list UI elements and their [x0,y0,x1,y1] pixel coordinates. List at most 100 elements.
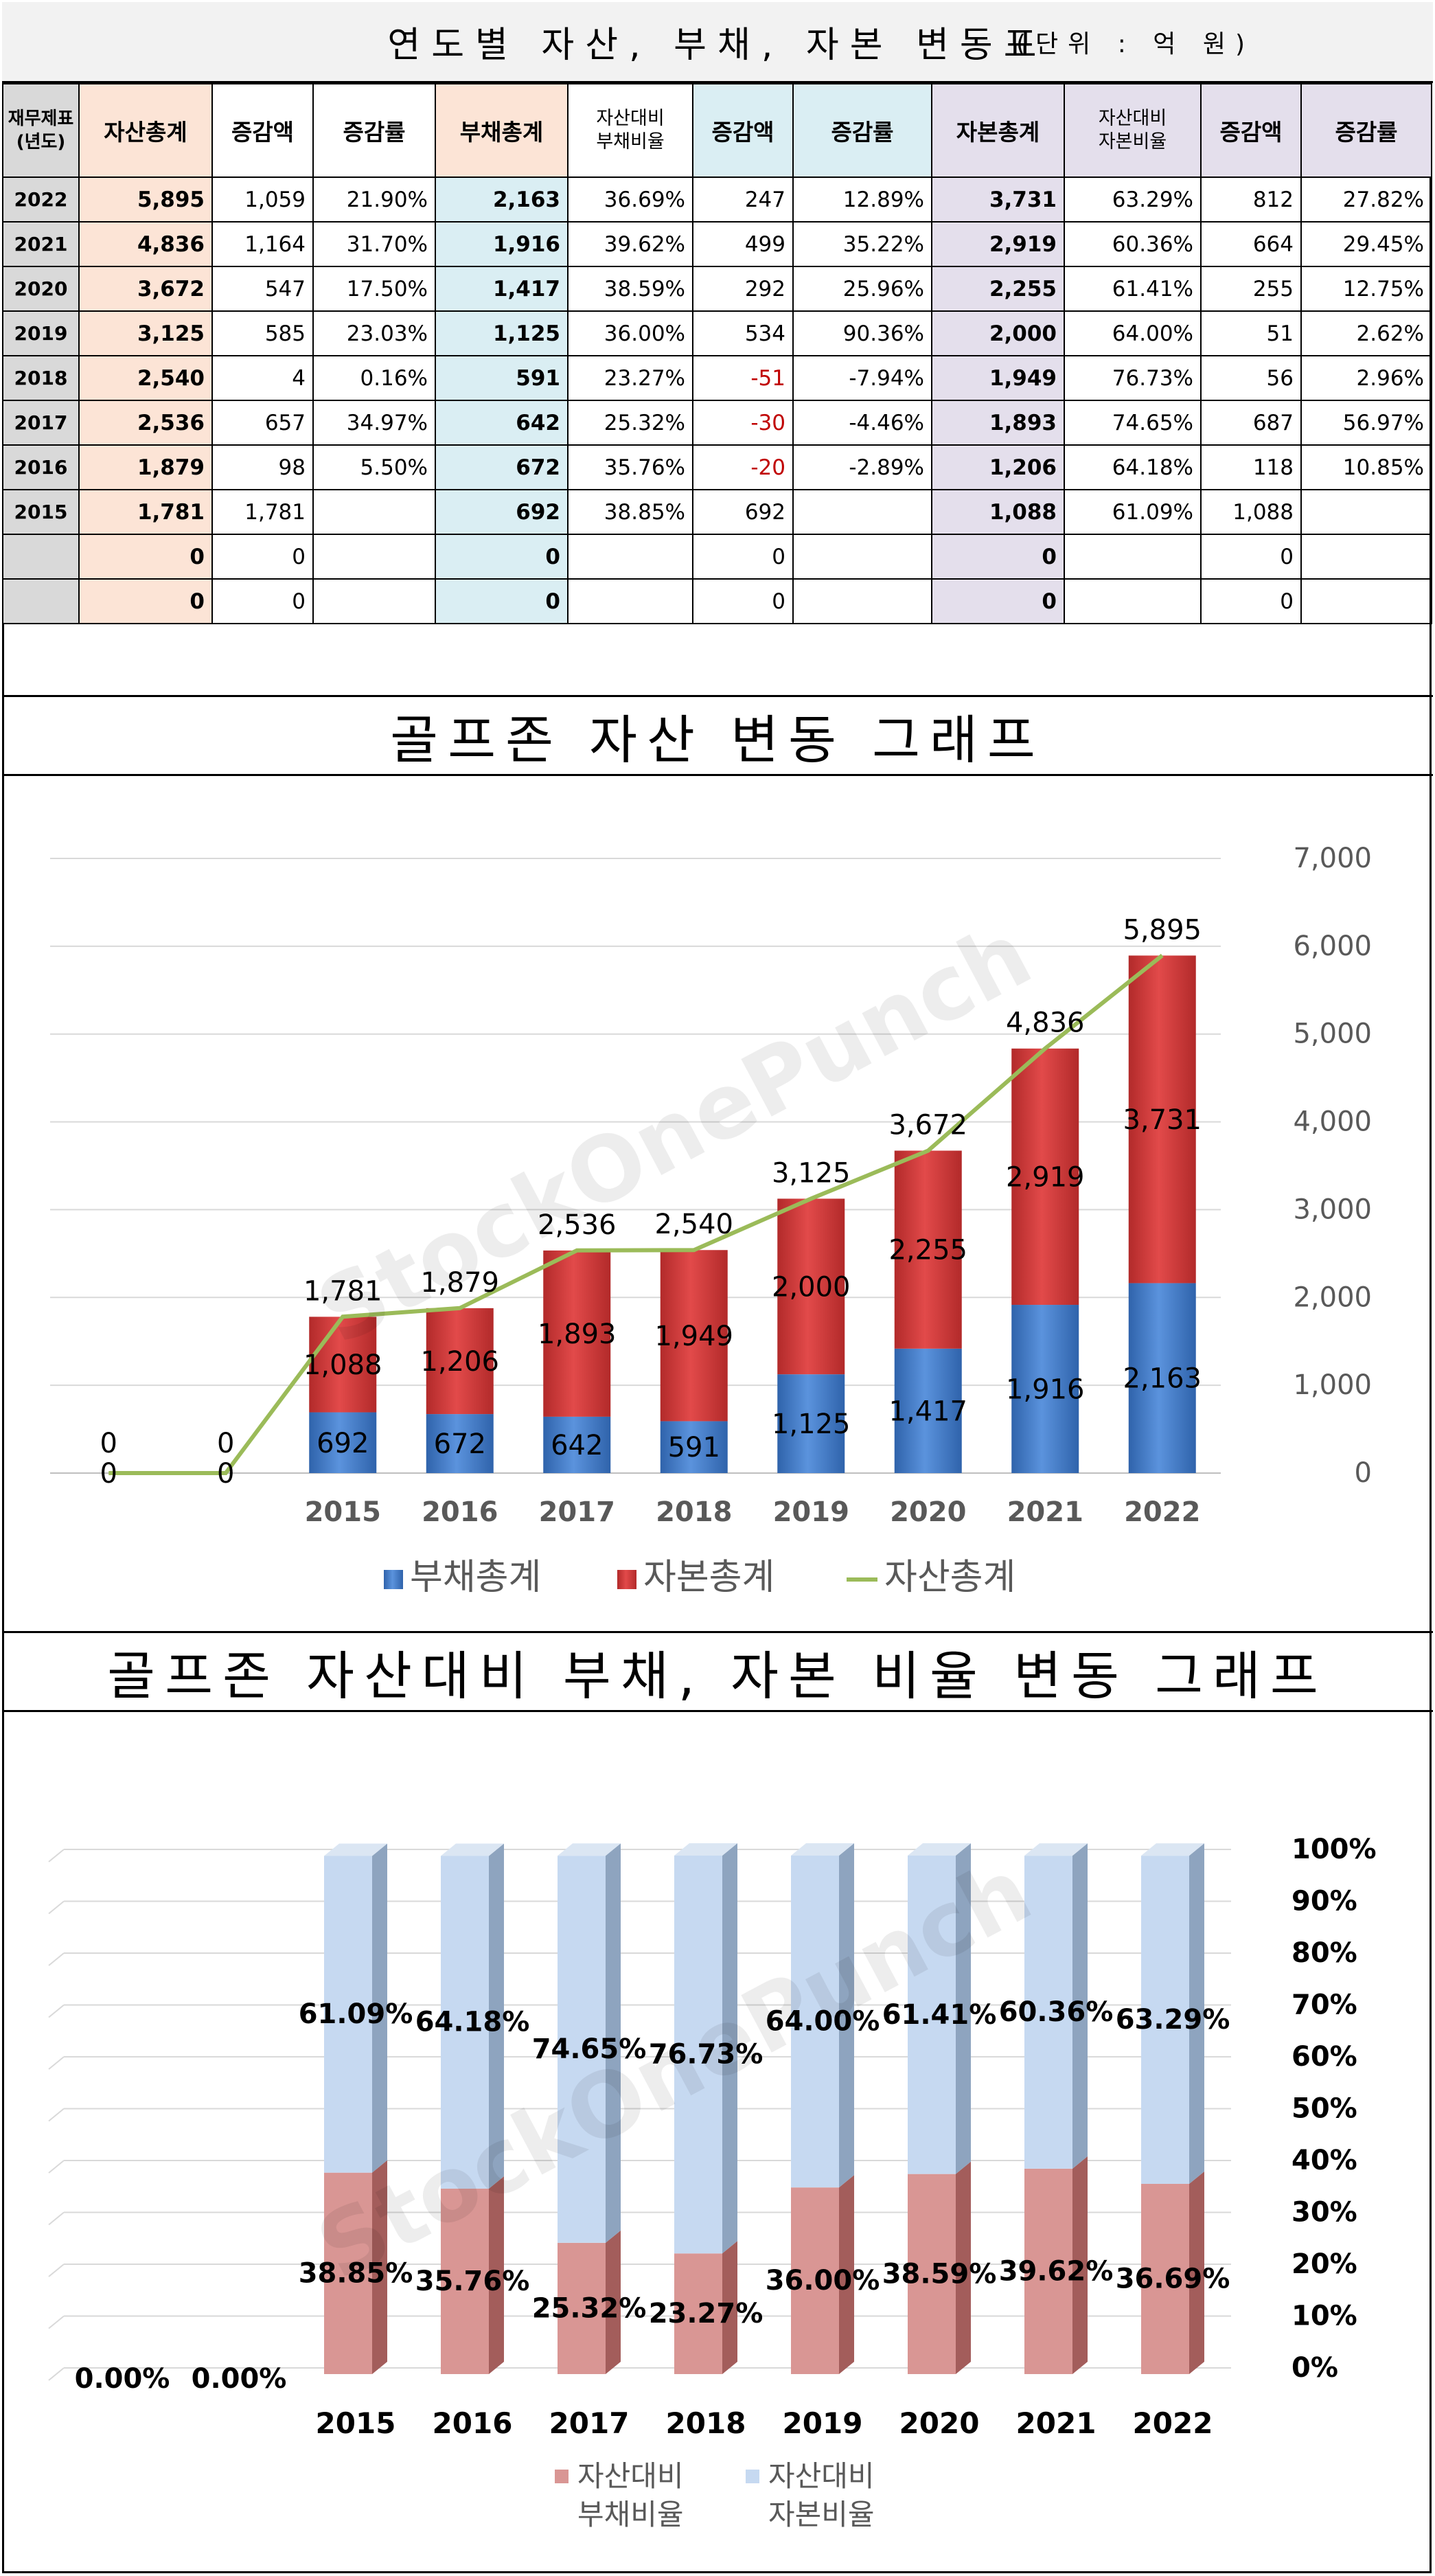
equity-bar [1128,955,1196,1284]
debt-ratio-label: 38.59% [882,2258,997,2290]
cell-debt-ratio: 36.69% [567,176,693,223]
chart2-legend: 자산대비 부채비율 자산대비 자본비율 [555,2459,875,2531]
debt-value-label: 2,163 [1123,1363,1202,1395]
debt-ratio-label: 38.85% [299,2257,413,2289]
equity-ratio-bar-side [1072,1843,1088,2169]
cell-total-assets: 3,125 [78,310,213,356]
chart2-title-bar: 골프존 자산대비 부채, 자본 비율 변동 그래프 [2,1631,1433,1712]
equity-ratio-label: 63.29% [1116,2004,1230,2036]
gridline [48,2108,65,2122]
cell-equity-change: 687 [1200,400,1302,446]
equity-ratio-label: 61.09% [299,1998,413,2030]
cell-year: 2018 [2,355,80,401]
x-tick-label: 2020 [890,1496,966,1528]
debt-ratio-label: 36.69% [1116,2263,1230,2294]
equity-ratio-bar [791,1856,839,2188]
cell-total-assets: 0 [78,534,213,580]
table-row: 2021 4,836 1,164 31.70% 1,916 39.62% 499 35.22%… [2,221,1432,267]
equity-ratio-bar-top [1024,1843,1088,1856]
gridline [48,2004,65,2018]
equity-ratio-bar [558,1856,606,2243]
table-row: 2016 1,879 98 5.50% 672 35.76% -20 -2.89% 1,206 6… [2,444,1432,490]
gridline [48,2211,65,2226]
col-header-asset-rate: 증감률 [312,83,436,178]
legend-debt-label: 부채총계 [410,1557,541,1598]
y-tick-label: 2,000 [1293,1281,1372,1313]
cell-total-assets: 1,879 [78,444,213,490]
cell-equity-ratio [1064,534,1202,580]
equity-ratio-bar-top [908,1843,971,1856]
y-tick-label: 30% [1292,2197,1357,2229]
y-tick-label: 60% [1292,2041,1357,2073]
total-value-label: 3,125 [772,1157,851,1189]
equity-bar [309,1317,377,1413]
debt-ratio-bar-side [956,2161,971,2374]
gridline [48,2264,65,2277]
y-tick-label: 0 [1355,1457,1372,1489]
cell-asset-change: 547 [211,266,314,312]
cell-total-assets: 2,536 [78,400,213,446]
debt-bar [543,1416,611,1473]
cell-debt-change: 292 [692,266,794,312]
equity-ratio-bar [441,1856,489,2189]
debt-ratio-bar [558,2242,606,2374]
cell-equity-rate: 2.96% [1300,355,1432,401]
debt-bar [777,1374,845,1473]
debt-value-label: 1,417 [888,1395,967,1427]
chart1-title: 골프존 자산 변동 그래프 [390,709,1045,771]
table-row: 2019 3,125 585 23.03% 1,125 36.00% 534 90.36% 2,… [2,310,1432,356]
equity-bar [660,1250,728,1422]
cell-debt-rate [792,489,932,535]
debt-ratio-bar-side [1189,2171,1204,2374]
equity-ratio-bar-side [1189,1843,1204,2184]
debt-ratio-label: 23.27% [649,2298,764,2329]
cell-total-equity: 0 [931,578,1065,624]
col-header-debt-ratio: 자산대비 부채비율 [567,83,693,178]
cell-debt-change: 692 [692,489,794,535]
equity-value-label: 3,731 [1123,1104,1202,1136]
debt-ratio-bar [324,2172,372,2374]
cell-total-assets: 0 [78,578,213,624]
cell-debt-ratio: 39.62% [567,221,693,267]
y-tick-label: 1,000 [1293,1369,1372,1401]
debt-ratio-label: 35.76% [415,2266,530,2297]
equity-ratio-bar [674,1856,722,2254]
debt-ratio-bar-side [1072,2156,1088,2374]
x-tick-label: 2015 [305,1496,381,1528]
cell-year: 2021 [2,221,80,267]
cell-asset-rate: 0.16% [312,355,436,401]
equity-ratio-bar-side [956,1843,971,2174]
y-tick-label: 6,000 [1293,931,1372,962]
cell-total-debt: 1,125 [435,310,569,356]
cell-debt-ratio: 23.27% [567,355,693,401]
y-tick-label: 70% [1292,1990,1357,2021]
cell-debt-rate: -7.94% [792,355,932,401]
cell-total-assets: 3,672 [78,266,213,312]
cell-debt-rate: 12.89% [792,176,932,223]
cell-equity-ratio: 64.18% [1064,444,1202,490]
x-tick-label: 2019 [773,1496,849,1528]
total-value-label: 2,540 [654,1209,733,1240]
equity-ratio-label: 64.18% [415,2007,530,2038]
cell-asset-rate: 17.50% [312,266,436,312]
cell-year: 2017 [2,400,80,446]
x-tick-label: 2018 [656,1496,732,1528]
ratio-change-chart: 0% 10% 20% 30% 40% 50% 60% 70% 80% 90% 100% 0.00% 0.… [48,1834,1377,2531]
table-row: 2018 2,540 4 0.16% 591 23.27% -51 -7.94% 1,949 76… [2,355,1432,401]
cell-asset-rate [312,489,436,535]
cell-total-debt: 672 [435,444,569,490]
col-header-total-debt: 부채총계 [435,83,569,178]
debt-ratio-label: 39.62% [999,2255,1114,2287]
cell-debt-change: -30 [692,400,794,446]
col-header-equity-ratio: 자산대비 자본비율 [1064,83,1202,178]
equity-bar [777,1198,845,1375]
debt-ratio-bar [1141,2183,1189,2374]
debt-ratio-bar [908,2174,956,2374]
cell-total-equity: 1,088 [931,489,1065,535]
cell-asset-rate: 21.90% [312,176,436,223]
y-tick-label: 3,000 [1293,1194,1372,1225]
debt-value-label: 1,916 [1006,1374,1085,1406]
equity-value-label: 1,088 [303,1349,382,1381]
table-header-row: 재무제표 (년도) 자산총계 증감액 증감률 부채총계 자산대비 부채비율 증감… [2,83,1432,178]
cell-total-equity: 1,206 [931,444,1065,490]
